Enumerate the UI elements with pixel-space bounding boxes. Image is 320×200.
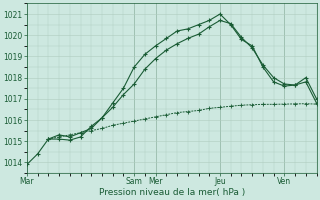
X-axis label: Pression niveau de la mer( hPa ): Pression niveau de la mer( hPa ) xyxy=(99,188,245,197)
